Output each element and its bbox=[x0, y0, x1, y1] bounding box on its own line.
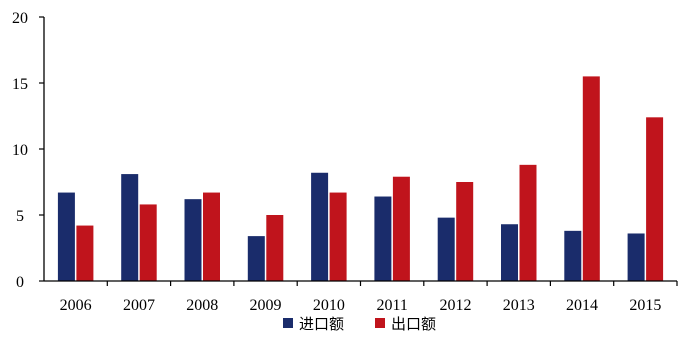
legend-label-0: 进口额 bbox=[299, 315, 344, 333]
bar-export-2013 bbox=[519, 164, 537, 281]
bar-import-2010 bbox=[311, 172, 329, 281]
legend-label-1: 出口额 bbox=[391, 315, 436, 333]
x-tick-label: 2011 bbox=[376, 297, 407, 314]
x-tick-label: 2008 bbox=[186, 297, 218, 314]
bar-import-2009 bbox=[247, 236, 265, 281]
bar-import-2011 bbox=[374, 196, 392, 281]
x-tick-label: 2007 bbox=[123, 297, 155, 314]
y-tick-label: 5 bbox=[16, 208, 24, 225]
legend-swatch-1 bbox=[375, 318, 385, 328]
bar-export-2008 bbox=[203, 192, 220, 281]
bar-import-2013 bbox=[501, 224, 518, 281]
bar-import-2012 bbox=[437, 217, 455, 281]
y-tick-label: 0 bbox=[16, 274, 24, 291]
bar-export-2006 bbox=[76, 225, 94, 281]
bar-import-2014 bbox=[564, 230, 582, 281]
y-tick-label: 20 bbox=[12, 10, 28, 27]
bar-export-2014 bbox=[582, 76, 600, 282]
bar-export-2010 bbox=[329, 192, 347, 281]
x-tick-label: 2015 bbox=[629, 297, 661, 314]
bar-export-2007 bbox=[139, 204, 157, 281]
bar-import-2008 bbox=[184, 199, 202, 281]
bar-import-2006 bbox=[57, 192, 75, 281]
legend-swatch-0 bbox=[283, 318, 293, 328]
y-tick-label: 15 bbox=[12, 76, 28, 93]
x-tick-label: 2013 bbox=[503, 297, 535, 314]
bar-import-2007 bbox=[121, 174, 139, 281]
bar-import-2015 bbox=[627, 233, 645, 281]
bar-export-2011 bbox=[392, 176, 410, 281]
y-axis: 0 5 10 15 20 bbox=[12, 10, 45, 291]
x-tick-label: 2006 bbox=[60, 297, 92, 314]
bar-export-2015 bbox=[646, 117, 664, 281]
x-tick-label: 2010 bbox=[313, 297, 345, 314]
bar-export-2012 bbox=[456, 182, 474, 281]
x-axis: 2006 2007 2008 2009 2010 2011 2012 2013 2014 2015 bbox=[44, 280, 678, 314]
y-tick-label: 10 bbox=[12, 142, 28, 159]
legend: 进口额 出口额 bbox=[283, 315, 436, 333]
x-tick-label: 2014 bbox=[566, 297, 598, 314]
bar-export-2009 bbox=[266, 215, 284, 281]
plot-area bbox=[57, 76, 664, 282]
x-tick-label: 2009 bbox=[250, 297, 282, 314]
x-tick-label: 2012 bbox=[439, 297, 471, 314]
